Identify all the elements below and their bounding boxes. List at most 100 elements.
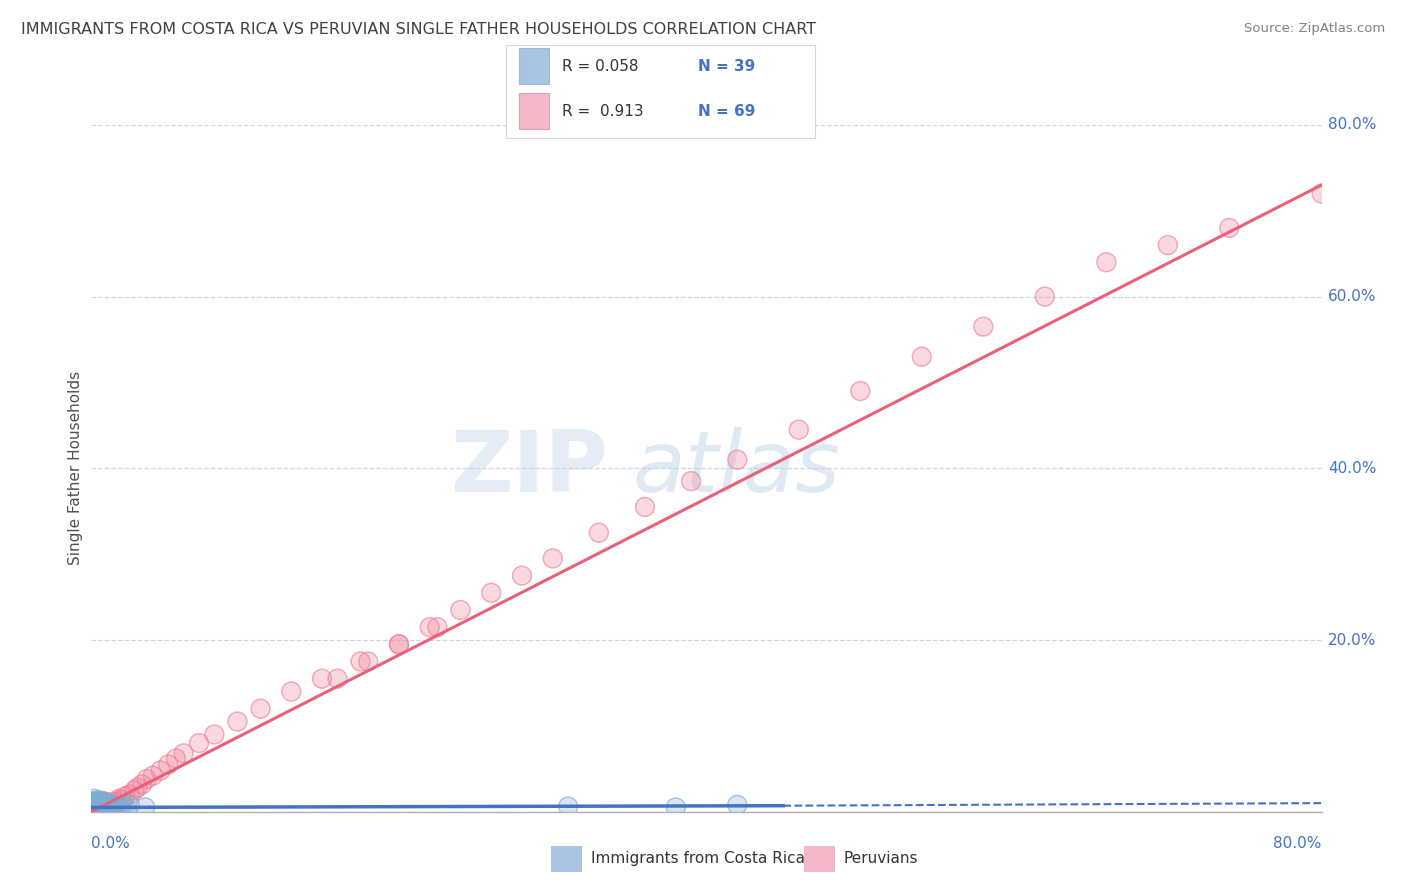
Point bbox=[82, 797, 104, 812]
Point bbox=[82, 794, 104, 808]
Point bbox=[131, 777, 153, 791]
Point bbox=[98, 798, 121, 813]
Point bbox=[83, 796, 105, 810]
Point bbox=[202, 727, 225, 741]
Point bbox=[90, 797, 112, 812]
Point bbox=[91, 799, 114, 814]
Point bbox=[97, 797, 120, 812]
Point bbox=[94, 798, 117, 813]
Point bbox=[103, 798, 125, 813]
Text: 40.0%: 40.0% bbox=[1327, 461, 1376, 475]
Point bbox=[98, 796, 121, 810]
Point bbox=[108, 792, 131, 806]
Point bbox=[84, 794, 107, 808]
Point bbox=[541, 551, 564, 566]
Point bbox=[134, 800, 156, 814]
Point bbox=[118, 788, 141, 802]
Point bbox=[83, 796, 105, 810]
Point bbox=[1033, 289, 1056, 303]
Point bbox=[91, 800, 114, 814]
Point bbox=[725, 452, 748, 467]
Point bbox=[541, 551, 564, 566]
Point bbox=[388, 637, 411, 651]
Point bbox=[86, 801, 108, 815]
Point bbox=[326, 672, 349, 686]
Point bbox=[87, 801, 110, 815]
Point bbox=[349, 655, 371, 669]
Point bbox=[108, 800, 131, 814]
Point bbox=[87, 795, 110, 809]
Text: 0.0%: 0.0% bbox=[91, 836, 131, 851]
Point bbox=[87, 795, 110, 809]
Point bbox=[1310, 186, 1333, 201]
Point bbox=[96, 799, 118, 814]
Point bbox=[510, 568, 533, 582]
Point bbox=[94, 798, 117, 813]
Point bbox=[98, 796, 121, 810]
Text: 60.0%: 60.0% bbox=[1327, 289, 1376, 304]
Point bbox=[557, 799, 579, 814]
Text: IMMIGRANTS FROM COSTA RICA VS PERUVIAN SINGLE FATHER HOUSEHOLDS CORRELATION CHAR: IMMIGRANTS FROM COSTA RICA VS PERUVIAN S… bbox=[21, 22, 817, 37]
Point bbox=[149, 764, 172, 778]
Point bbox=[101, 798, 124, 813]
Point bbox=[588, 525, 610, 540]
Point bbox=[93, 798, 115, 813]
Point bbox=[93, 794, 115, 808]
Point bbox=[911, 350, 934, 364]
Point bbox=[111, 798, 134, 813]
Point bbox=[114, 799, 136, 814]
Point bbox=[90, 796, 112, 810]
Point bbox=[93, 800, 115, 814]
Point bbox=[91, 799, 114, 814]
Point bbox=[108, 800, 131, 814]
Text: Source: ZipAtlas.com: Source: ZipAtlas.com bbox=[1244, 22, 1385, 36]
Point bbox=[94, 796, 117, 810]
Point bbox=[157, 757, 180, 772]
Point bbox=[94, 801, 117, 815]
Point bbox=[86, 797, 108, 811]
Point bbox=[725, 797, 748, 812]
Text: ZIP: ZIP bbox=[450, 426, 607, 510]
Point bbox=[118, 788, 141, 802]
Point bbox=[226, 714, 249, 729]
Point bbox=[83, 800, 105, 814]
Point bbox=[226, 714, 249, 729]
Point bbox=[108, 792, 131, 806]
Text: N = 39: N = 39 bbox=[697, 59, 755, 74]
Point bbox=[665, 800, 688, 814]
Point bbox=[479, 586, 502, 600]
Point bbox=[87, 797, 110, 812]
Point bbox=[426, 620, 449, 634]
Point bbox=[93, 794, 115, 808]
Point bbox=[588, 525, 610, 540]
Point bbox=[357, 655, 380, 669]
Point bbox=[83, 792, 105, 806]
Point bbox=[280, 684, 302, 698]
Point bbox=[188, 736, 211, 750]
Point bbox=[96, 795, 118, 809]
Point bbox=[134, 800, 156, 814]
Point bbox=[87, 799, 110, 814]
Text: atlas: atlas bbox=[633, 426, 841, 510]
Point bbox=[449, 603, 471, 617]
Point bbox=[135, 772, 157, 786]
Point bbox=[1095, 255, 1118, 269]
Point bbox=[86, 797, 108, 811]
Y-axis label: Single Father Households: Single Father Households bbox=[67, 371, 83, 566]
Point bbox=[91, 796, 114, 810]
Point bbox=[100, 799, 122, 814]
Point bbox=[83, 792, 105, 806]
Point bbox=[98, 798, 121, 813]
Point bbox=[96, 799, 118, 814]
Point bbox=[94, 797, 117, 811]
Point bbox=[97, 797, 120, 812]
Point bbox=[100, 799, 122, 814]
Point bbox=[249, 701, 271, 715]
Point bbox=[86, 797, 108, 811]
Bar bbox=[519, 48, 550, 84]
Point bbox=[87, 795, 110, 809]
Point bbox=[94, 797, 117, 811]
Point bbox=[131, 777, 153, 791]
Point bbox=[118, 797, 141, 812]
Point bbox=[105, 799, 127, 814]
